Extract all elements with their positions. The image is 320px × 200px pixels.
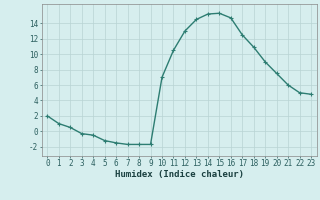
X-axis label: Humidex (Indice chaleur): Humidex (Indice chaleur) xyxy=(115,170,244,179)
